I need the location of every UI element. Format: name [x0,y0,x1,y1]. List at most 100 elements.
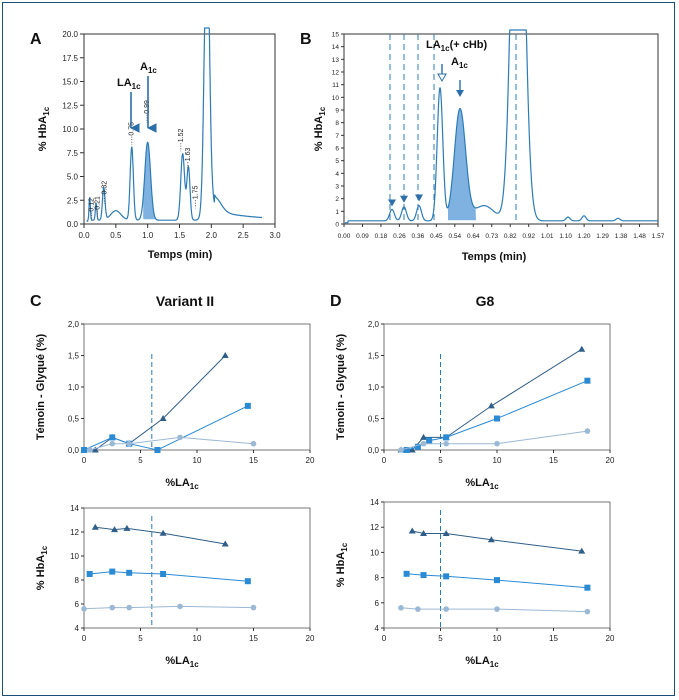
data-point-circle [177,434,183,441]
data-point-triangle [91,446,99,453]
data-point-square [81,447,87,453]
data-point-triangle [487,402,495,409]
series-line [412,530,582,552]
data-point-square [584,584,591,591]
y-tick-label: 4 [335,171,339,178]
data-point-square [426,437,433,444]
series-line [84,355,226,451]
y-tick-label: 3 [335,184,339,191]
chart-title-d: G8 [476,293,495,309]
x-tick-label: 1.20 [578,233,591,240]
data-point-circle [398,447,404,453]
x-tick-label: 1.38 [615,233,628,240]
y-tick-label: 15.0 [62,78,78,87]
plot-area [383,323,611,451]
x-tick-label: 10 [493,634,502,643]
data-point-square [160,571,167,577]
x-tick-label: 5 [438,456,443,465]
x-tick-label: 1.01 [541,233,554,240]
peak-label-a1c-b: A1c [451,56,468,70]
x-axis-label: %LA1c [465,477,499,491]
retention-time-label: 0.75 [129,122,136,136]
chart-panel-a: 0.0 2.5 5.0 7.5 10.0 12.5 15.0 17.5 20.0 0.0 0.5 1… [37,27,281,261]
data-point-triangle [221,540,229,547]
x-tick-label: 0.00 [338,233,351,240]
x-tick-label: 0.36 [412,233,425,240]
data-point-circle [177,603,183,610]
y-tick-label: 4 [375,624,380,633]
y-tick-label: 1,0 [368,383,380,392]
y-tick-label: 12 [332,70,340,77]
data-point-square [244,402,251,409]
y-tick-label: 1,5 [68,352,80,361]
y-tick-label: 12 [70,528,79,537]
x-axis-label: %LA1c [165,477,199,491]
x-tick-label: 0.45 [430,233,443,240]
retention-time-label: 0.12 [89,198,96,212]
panel-letter-b: B [300,31,312,48]
y-tick-label: 8 [335,120,339,127]
y-tick-label: 12.5 [62,101,78,110]
data-point-triangle [221,352,229,358]
data-point-triangle [111,526,119,533]
x-tick-label: 20 [606,456,615,465]
data-point-circle [126,440,132,447]
series-line [406,380,588,451]
x-axis-label: %LA1c [165,655,199,669]
y-tick-label: 0,5 [368,415,380,424]
data-point-circle [584,428,591,434]
data-point-triangle [123,524,131,531]
data-point-circle [420,440,427,447]
chart-title-c: Variant II [156,293,214,309]
x-tick-label: 1.29 [596,233,609,240]
x-tick-label: 0 [382,456,387,465]
y-axis-label-b: % HbA1c [313,106,327,151]
data-point-triangle [420,433,428,440]
a1c-peak-fill-b [448,108,476,221]
x-tick-label: 0.0 [78,231,90,240]
peak-label-la1c-b: LA1c(+ cHb) [426,39,488,53]
y-tick-label: 8 [75,576,80,585]
y-tick-label: 6 [335,146,339,153]
y-tick-label: 11 [332,82,339,89]
x-tick-label: 20 [306,456,315,465]
data-point-circle [250,604,257,611]
y-tick-label: 7.5 [67,149,79,158]
series-line [400,607,588,613]
data-point-triangle [408,446,416,453]
y-tick-label: 0 [335,222,339,229]
data-point-circle [398,605,404,611]
x-tick-label: 0.26 [393,233,406,240]
y-axis-label: Témoin - Glyqué (%) [335,333,347,440]
retention-time-label: 0.32 [101,181,108,195]
data-point-square [403,447,410,453]
y-tick-label: 2.5 [67,196,79,205]
y-tick-label: 14 [332,44,340,51]
y-tick-label: 6 [75,600,80,609]
data-point-triangle [420,530,428,536]
peak-arrowhead-a1c-b [456,90,464,97]
y-axis-label-a: % HbA1c [37,106,51,151]
y-tick-label: 1 [335,209,339,216]
x-tick-label: 0.18 [375,233,388,240]
data-point-circle [415,606,421,612]
y-tick-label: 8 [375,574,380,583]
data-point-triangle [91,523,99,530]
data-point-circle [86,447,93,453]
x-tick-label: 0.73 [485,233,498,240]
chart-panel-c-bottom: 4 6 8 10 12 14 0 5 10 15 20 %LA1c % HbA1c [35,504,315,669]
x-tick-label: 0.82 [504,233,517,240]
data-point-circle [250,440,257,447]
retention-time-label: 1.52 [178,129,185,143]
x-tick-label: 5 [138,456,143,465]
data-point-circle [81,606,87,612]
y-tick-label: 20.0 [62,30,78,39]
y-tick-label: 4 [75,624,80,633]
series-line [83,405,249,451]
x-tick-label: 15 [549,456,558,465]
retention-time-label: 1.75 [192,186,199,200]
y-tick-label: 10 [70,552,79,561]
x-tick-label: 1.48 [633,233,646,240]
